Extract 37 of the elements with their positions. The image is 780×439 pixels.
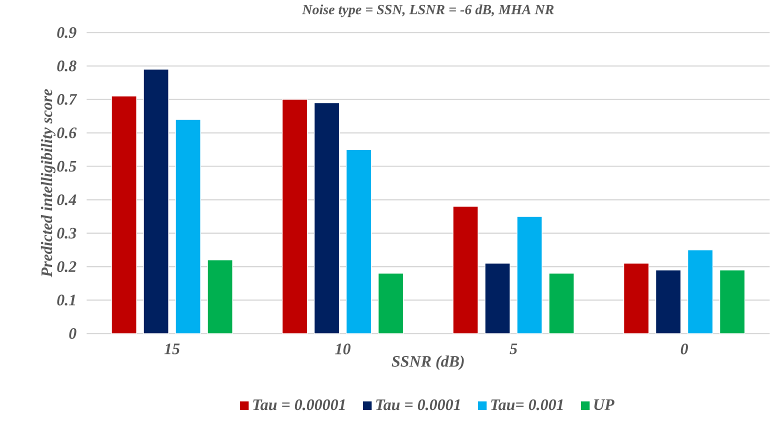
y-tick-label: 0.2: [57, 261, 76, 272]
x-tick-label: 15: [164, 344, 180, 354]
legend-label: Tau= 0.001: [491, 399, 563, 410]
y-tick-label: 0.9: [57, 27, 76, 38]
chart-title: Noise type = SSN, LSNR = -6 dB, MHA NR: [302, 4, 554, 18]
y-tick-label: 0.4: [57, 194, 76, 206]
y-tick-label: 0: [69, 328, 76, 339]
bar: [346, 149, 372, 334]
bar: [548, 273, 574, 334]
bar: [516, 216, 542, 334]
bar: [111, 96, 137, 334]
bar: [484, 263, 510, 334]
y-tick-label: 0.8: [57, 60, 76, 72]
legend-label: UP: [594, 399, 614, 410]
bar: [655, 270, 682, 334]
legend-label: Tau = 0.0001: [376, 399, 460, 410]
legend-label: Tau = 0.00001: [253, 399, 345, 410]
bar: [623, 263, 650, 334]
y-tick-label: 0.5: [57, 160, 76, 172]
bar: [175, 119, 201, 334]
y-tick-label: 0.6: [57, 128, 77, 138]
bar: [452, 206, 478, 334]
bar: [687, 250, 714, 334]
bar: [143, 69, 169, 334]
bar: [314, 102, 340, 334]
x-tick-label: 10: [335, 344, 351, 354]
bar: [719, 270, 746, 334]
x-axis-title: SSNR (dB): [392, 356, 464, 370]
x-tick-label: 5: [510, 344, 518, 354]
bar: [378, 273, 404, 334]
bar: [282, 99, 308, 334]
y-tick-label: 0.1: [57, 294, 76, 306]
bar: [207, 260, 233, 334]
y-axis-title: Predicted intelligibility score: [40, 89, 56, 278]
x-tick-label: 0: [680, 344, 688, 354]
y-tick-label: 0.7: [57, 94, 78, 105]
y-tick-label: 0.3: [57, 228, 76, 239]
